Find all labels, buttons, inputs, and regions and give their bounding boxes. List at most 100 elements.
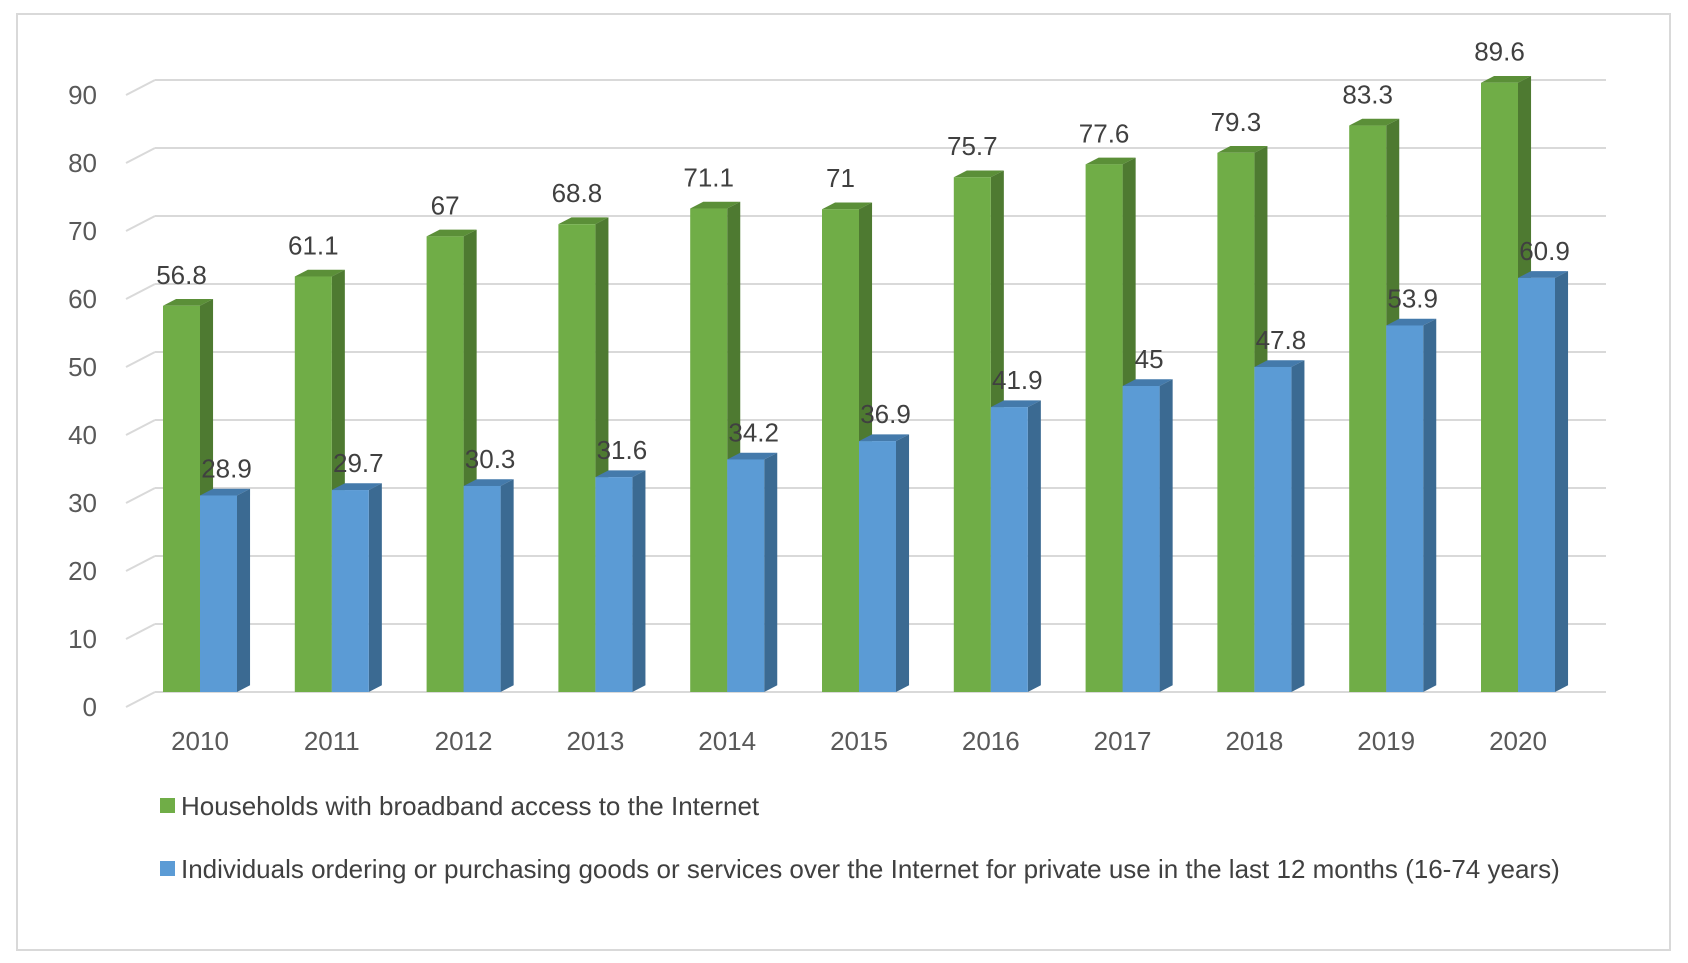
x-axis-tick-labels: 2010 2011 2012 2013 2014 2015 2016 2017 2018 2019…	[171, 726, 1547, 756]
y-tick-label: 40	[68, 420, 97, 450]
bar-top-face	[1085, 157, 1136, 165]
data-label: 61.1	[288, 231, 339, 261]
bar-top-face	[822, 202, 873, 210]
gridline-diagonal	[125, 79, 156, 96]
bar-front-face	[690, 208, 728, 692]
x-tick-label: 2010	[171, 726, 229, 756]
legend-label-households: Households with broadband access to the …	[181, 791, 760, 821]
bar-front-face	[426, 236, 464, 692]
bar-individuals-2010	[200, 488, 251, 692]
bar-individuals-2015	[859, 434, 910, 692]
bar-individuals-2012	[463, 479, 514, 692]
bar-front-face	[1349, 125, 1387, 692]
gridline-diagonal	[125, 147, 156, 164]
data-label: 71	[826, 163, 855, 193]
gridline-diagonal	[125, 215, 156, 232]
bar-side-face	[1555, 271, 1569, 692]
bar-front-face	[558, 224, 596, 692]
bar-households-2010	[163, 299, 214, 692]
bar-front-face	[822, 209, 859, 692]
bar-individuals-2013	[595, 470, 646, 692]
bars	[163, 75, 1569, 693]
data-label: 83.3	[1342, 80, 1393, 110]
gridline-diagonal	[125, 351, 156, 368]
data-label: 34.2	[728, 417, 779, 447]
bar-side-face	[632, 470, 646, 692]
data-labels: 56.8 28.9 61.1 29.7 67 30.3 68.8 31.6 71.1 34.2 71…	[156, 37, 1570, 484]
legend-swatch-blue	[160, 861, 175, 876]
bar-top-face	[690, 201, 741, 209]
data-label: 56.8	[156, 260, 207, 290]
bar-top-face	[990, 400, 1041, 408]
y-tick-label: 10	[68, 624, 97, 654]
gridline-diagonal	[125, 555, 156, 572]
bar-top-face	[953, 170, 1004, 178]
y-tick-label: 90	[68, 80, 97, 110]
bar-front-face	[1085, 164, 1123, 692]
bar-top-face	[727, 452, 778, 460]
x-tick-label: 2020	[1489, 726, 1547, 756]
bar-top-face	[163, 299, 214, 306]
bar-front-face	[595, 477, 633, 692]
data-label: 77.6	[1079, 118, 1130, 148]
data-label: 60.9	[1519, 236, 1570, 266]
bar-side-face	[1027, 400, 1041, 692]
x-tick-label: 2013	[566, 726, 624, 756]
bar-top-face	[426, 229, 477, 237]
bar-top-face	[463, 479, 514, 486]
bar-top-face	[1349, 118, 1400, 126]
y-tick-label: 20	[68, 556, 97, 586]
legend-item-households: Households with broadband access to the …	[160, 787, 860, 825]
gridline-diagonal	[125, 691, 156, 708]
data-label: 29.7	[333, 448, 384, 478]
bar-top-face	[1518, 271, 1569, 278]
bar-top-face	[294, 269, 345, 277]
bar-front-face	[990, 407, 1028, 692]
bar-individuals-2016	[990, 400, 1041, 692]
bar-individuals-2017	[1122, 379, 1173, 692]
x-tick-label: 2019	[1357, 726, 1415, 756]
bar-front-face	[727, 459, 765, 692]
bar-front-face	[331, 490, 369, 692]
data-label: 71.1	[683, 163, 734, 193]
bar-side-face	[368, 483, 382, 692]
y-tick-label: 60	[68, 284, 97, 314]
data-label: 53.9	[1387, 283, 1438, 313]
bar-side-face	[500, 479, 514, 692]
bar-top-face	[859, 434, 910, 442]
data-label: 68.8	[552, 178, 603, 208]
bar-top-face	[1481, 75, 1532, 83]
bar-front-face	[1254, 366, 1292, 692]
bar-top-face	[1254, 360, 1305, 367]
x-tick-label: 2014	[698, 726, 756, 756]
x-tick-label: 2016	[962, 726, 1020, 756]
bar-side-face	[1291, 360, 1305, 692]
bar-front-face	[1217, 152, 1255, 692]
bar-front-face	[463, 485, 501, 692]
bar-front-face	[200, 495, 237, 692]
bar-side-face	[896, 434, 910, 692]
y-tick-label: 30	[68, 488, 97, 518]
bar-individuals-2011	[331, 483, 382, 692]
bar-front-face	[1386, 325, 1424, 692]
chart-frame	[16, 13, 1671, 951]
data-label: 28.9	[201, 453, 252, 483]
data-label: 45	[1135, 344, 1164, 374]
x-tick-label: 2017	[1094, 726, 1152, 756]
y-tick-label: 50	[68, 352, 97, 382]
bar-front-face	[1518, 277, 1555, 692]
bar-front-face	[294, 276, 332, 692]
bar-front-face	[163, 305, 200, 692]
data-label: 36.9	[860, 399, 911, 429]
bar-individuals-2014	[727, 452, 778, 692]
y-tick-label: 70	[68, 216, 97, 246]
data-label: 75.7	[947, 131, 998, 161]
x-tick-label: 2012	[435, 726, 493, 756]
legend-label-individuals: Individuals ordering or purchasing goods…	[181, 854, 1560, 884]
x-tick-label: 2015	[830, 726, 888, 756]
gridline-diagonal	[125, 487, 156, 504]
legend-swatch-green	[160, 798, 175, 813]
bar-front-face	[1481, 82, 1518, 693]
bar-front-face	[859, 441, 896, 692]
bar-top-face	[1386, 318, 1437, 326]
